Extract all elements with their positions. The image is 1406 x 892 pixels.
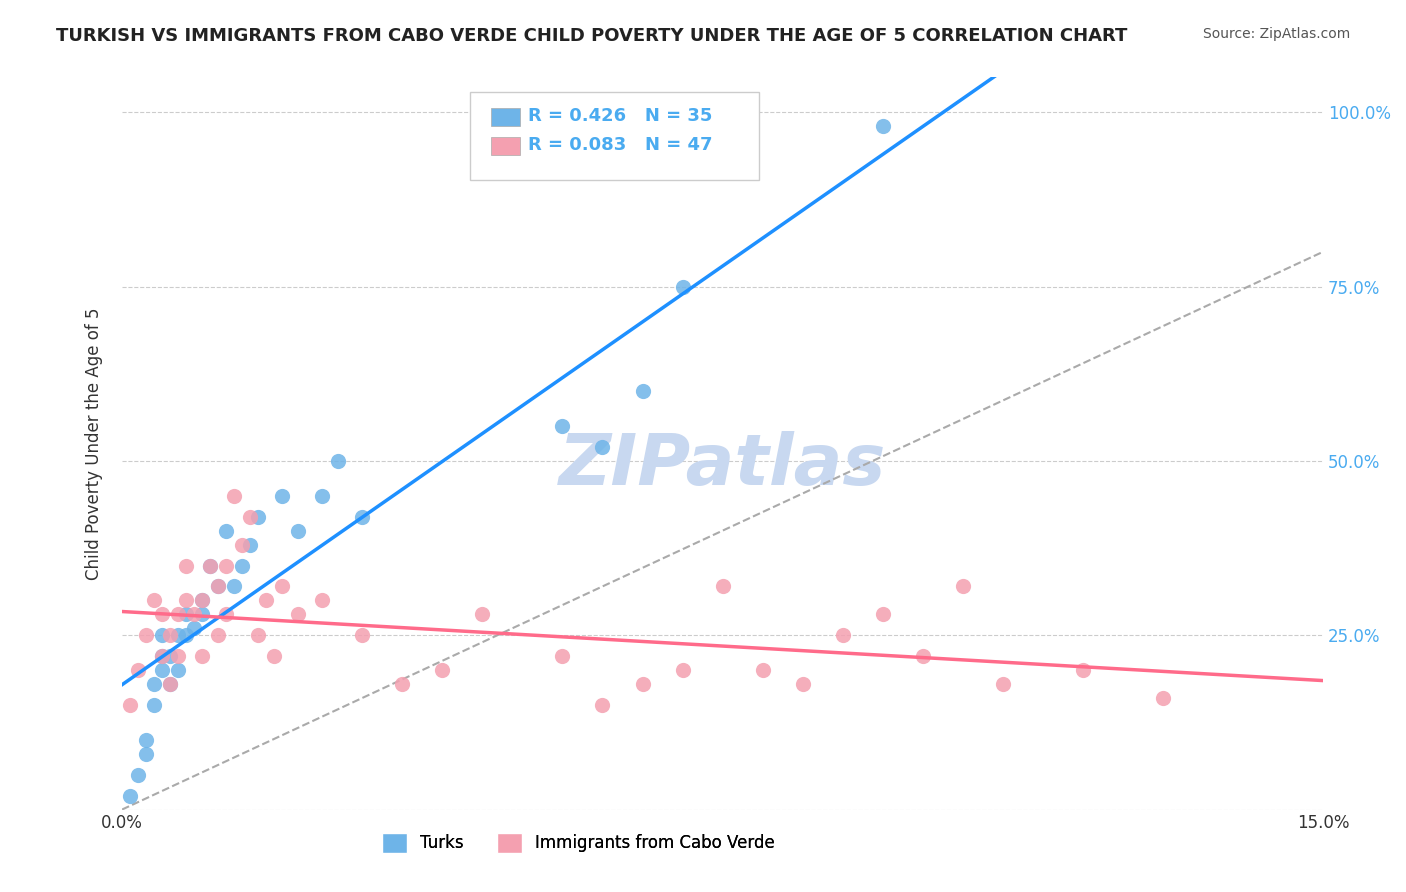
Point xyxy=(167,663,190,677)
Point xyxy=(831,628,853,642)
Point xyxy=(167,649,190,664)
Point xyxy=(271,579,294,593)
Point xyxy=(224,489,246,503)
Point xyxy=(432,663,454,677)
Point xyxy=(120,698,142,712)
Text: R = 0.083   N = 47: R = 0.083 N = 47 xyxy=(529,136,713,153)
Point xyxy=(872,120,894,134)
Point xyxy=(183,621,205,635)
Point xyxy=(159,649,181,664)
Text: Source: ZipAtlas.com: Source: ZipAtlas.com xyxy=(1202,27,1350,41)
Point xyxy=(143,677,166,691)
Point xyxy=(352,628,374,642)
Point xyxy=(631,677,654,691)
FancyBboxPatch shape xyxy=(491,108,520,126)
Point xyxy=(247,509,270,524)
Point xyxy=(271,489,294,503)
Point xyxy=(183,607,205,622)
Point xyxy=(143,593,166,607)
Point xyxy=(592,698,614,712)
Point xyxy=(311,489,333,503)
Text: ZIPatlas: ZIPatlas xyxy=(560,431,886,500)
Point xyxy=(231,538,253,552)
Point xyxy=(239,538,262,552)
Point xyxy=(127,767,149,781)
Point xyxy=(135,747,157,761)
Point xyxy=(150,607,173,622)
Point xyxy=(120,789,142,803)
Point xyxy=(191,607,214,622)
Point xyxy=(207,579,229,593)
Point xyxy=(215,524,238,538)
Point xyxy=(174,558,197,573)
Point xyxy=(671,279,693,293)
Point xyxy=(191,593,214,607)
Point xyxy=(135,732,157,747)
Point xyxy=(159,677,181,691)
Point xyxy=(311,593,333,607)
Point xyxy=(592,440,614,454)
Point xyxy=(991,677,1014,691)
Point xyxy=(551,419,574,434)
Y-axis label: Child Poverty Under the Age of 5: Child Poverty Under the Age of 5 xyxy=(86,307,103,580)
Point xyxy=(751,663,773,677)
Point xyxy=(911,649,934,664)
Point xyxy=(198,558,221,573)
Text: R = 0.426   N = 35: R = 0.426 N = 35 xyxy=(529,106,713,125)
Point xyxy=(198,558,221,573)
Point xyxy=(952,579,974,593)
Point xyxy=(631,384,654,399)
Point xyxy=(167,607,190,622)
Point xyxy=(150,649,173,664)
Point xyxy=(207,628,229,642)
Text: TURKISH VS IMMIGRANTS FROM CABO VERDE CHILD POVERTY UNDER THE AGE OF 5 CORRELATI: TURKISH VS IMMIGRANTS FROM CABO VERDE CH… xyxy=(56,27,1128,45)
Point xyxy=(792,677,814,691)
Point xyxy=(127,663,149,677)
Point xyxy=(167,628,190,642)
Point xyxy=(287,524,309,538)
Point xyxy=(671,663,693,677)
Point xyxy=(150,628,173,642)
Point xyxy=(174,593,197,607)
Point xyxy=(711,579,734,593)
Point xyxy=(247,628,270,642)
Point xyxy=(215,607,238,622)
Point xyxy=(174,628,197,642)
Point xyxy=(1152,690,1174,705)
Point xyxy=(471,607,494,622)
Point xyxy=(231,558,253,573)
Point xyxy=(159,628,181,642)
Point xyxy=(263,649,285,664)
Point xyxy=(254,593,277,607)
Point xyxy=(551,649,574,664)
Legend: Turks, Immigrants from Cabo Verde: Turks, Immigrants from Cabo Verde xyxy=(375,826,782,860)
Point xyxy=(191,649,214,664)
Point xyxy=(1071,663,1094,677)
Point xyxy=(352,509,374,524)
Point xyxy=(287,607,309,622)
Point xyxy=(174,607,197,622)
Point xyxy=(150,663,173,677)
Point xyxy=(191,593,214,607)
Point xyxy=(328,454,350,468)
Point xyxy=(207,579,229,593)
Point xyxy=(391,677,413,691)
Point xyxy=(872,607,894,622)
Point xyxy=(150,649,173,664)
Point xyxy=(215,558,238,573)
Point xyxy=(224,579,246,593)
Point xyxy=(143,698,166,712)
Point xyxy=(135,628,157,642)
Point xyxy=(159,677,181,691)
Point xyxy=(239,509,262,524)
FancyBboxPatch shape xyxy=(491,137,520,155)
FancyBboxPatch shape xyxy=(471,92,759,180)
